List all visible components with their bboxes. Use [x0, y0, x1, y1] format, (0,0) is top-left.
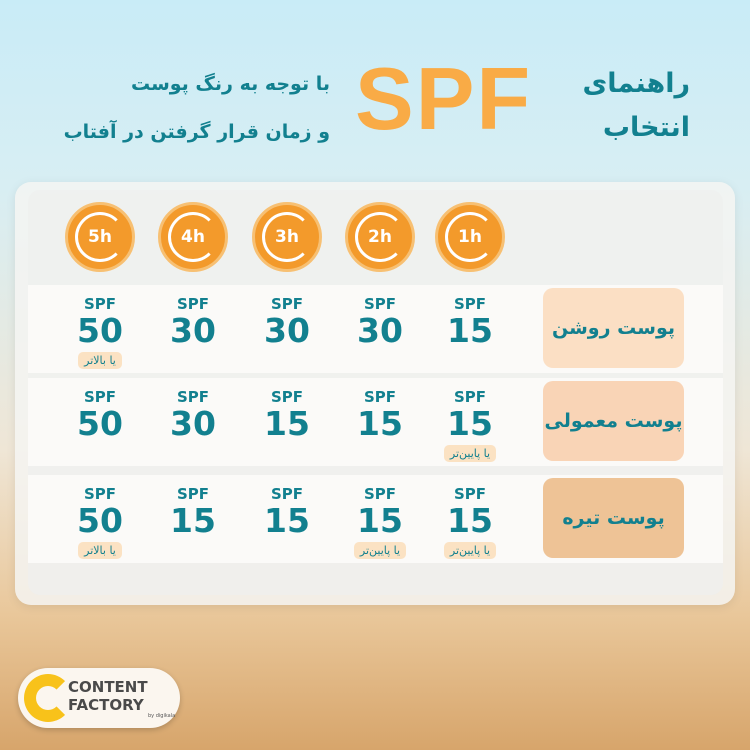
note-badge: یا بالاتر [78, 352, 122, 369]
subtitle: با توجه به رنگ پوست و زمان قرار گرفتن در … [63, 73, 330, 143]
clock-icon-2h: 2h [345, 202, 415, 272]
spf-cell: SPF 15 [264, 485, 310, 540]
spf-cell: SPF 50 یا بالاتر [77, 485, 123, 559]
spf-cell: SPF 50 [77, 388, 123, 443]
spf-cell: SPF 15 یا پایین‌تر [335, 485, 425, 559]
spf-cell: SPF 15 [447, 295, 493, 350]
clock-icon-5h: 5h [65, 202, 135, 272]
skin-type-label: پوست تیره [543, 478, 684, 558]
spf-cell: SPF 30 [357, 295, 403, 350]
spf-cell: SPF 15 [357, 388, 403, 443]
spf-cell: SPF 50 یا بالاتر [77, 295, 123, 369]
clock-icon-4h: 4h [158, 202, 228, 272]
spf-cell: SPF 30 [170, 295, 216, 350]
spf-cell: SPF 30 [170, 388, 216, 443]
spf-cell: SPF 15 [170, 485, 216, 540]
logo-c-icon [24, 674, 72, 722]
clock-icon-3h: 3h [252, 202, 322, 272]
note-badge: یا پایین‌تر [443, 445, 497, 462]
content-factory-logo: CONTENT FACTORY by digikala [18, 668, 180, 728]
skin-type-label: پوست روشن [543, 288, 684, 368]
spf-title: SPF [355, 49, 533, 148]
spf-cell: SPF 15 یا پایین‌تر [425, 485, 515, 559]
note-badge: یا بالاتر [78, 542, 122, 559]
spf-cell: SPF 30 [264, 295, 310, 350]
note-badge: یا پایین‌تر [443, 542, 497, 559]
spf-cell: SPF 15 [264, 388, 310, 443]
main-title: راهنمای انتخاب [582, 68, 690, 143]
skin-type-label: پوست معمولی [543, 381, 684, 461]
spf-cell: SPF 15 یا پایین‌تر [425, 388, 515, 462]
note-badge: یا پایین‌تر [353, 542, 407, 559]
clock-icon-1h: 1h [435, 202, 505, 272]
